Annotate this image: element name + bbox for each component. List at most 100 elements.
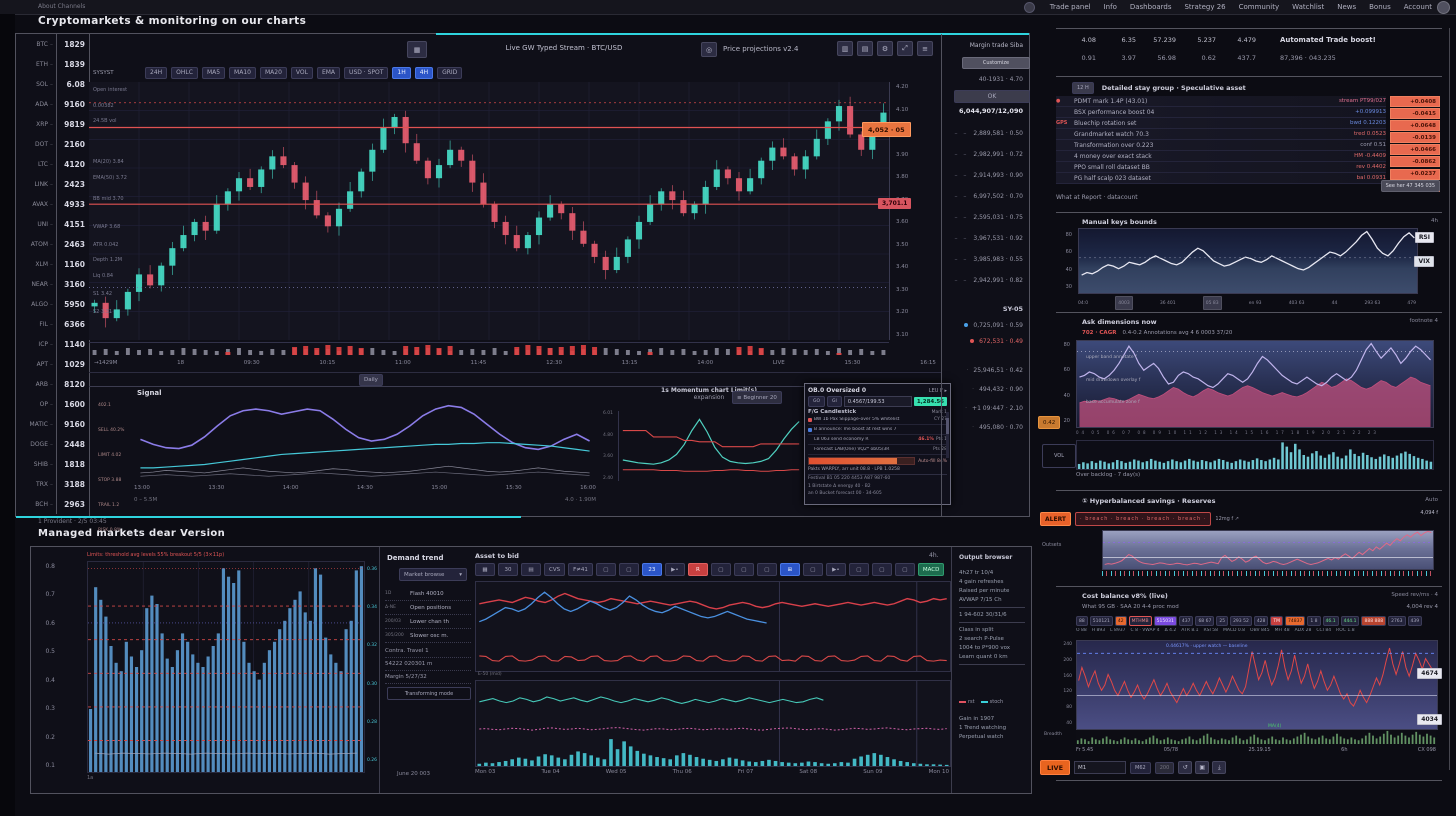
time-axis-label[interactable]: →1429M <box>94 360 118 366</box>
vol-toolbar-chip[interactable]: 888 888 <box>1361 616 1387 626</box>
rsi-x-label[interactable]: 44 <box>1331 300 1338 306</box>
popup-row[interactable]: BW 1b Pax Slippage-over 5% whitelist CY … <box>808 415 947 425</box>
time-axis-label[interactable]: 12:30 <box>546 360 562 366</box>
topbar-menu-item[interactable]: Watchlist <box>1292 3 1325 11</box>
table-badge[interactable]: -0.0415 <box>1390 108 1440 120</box>
watchlist-row[interactable]: MATIC 9160 <box>16 414 89 434</box>
time-axis-label[interactable]: 15:30 <box>844 360 861 366</box>
bc-toolbar-button[interactable]: R <box>687 563 708 576</box>
area-alert-chip[interactable]: 0.42 <box>1038 416 1061 429</box>
table-badge[interactable]: -0.0139 <box>1390 132 1440 144</box>
bc-sidebar-row[interactable]: 1D Flash 40010 <box>385 587 471 601</box>
bc-toolbar-button[interactable]: ▢ <box>802 563 823 576</box>
table-chip[interactable]: 12 H <box>1072 82 1094 94</box>
interval-chip-1[interactable]: M62 <box>1130 761 1151 774</box>
bc-sidebar-row2[interactable]: Contra. Travel 1 <box>385 645 471 658</box>
popup-row[interactable]: B announce: me boost at rest wins 7 <box>808 425 947 435</box>
popup-progress-row[interactable]: Auto-fill 84% <box>808 457 947 465</box>
table-badge[interactable]: -0.0862 <box>1390 156 1440 168</box>
tag-chip[interactable]: GRID <box>437 66 463 79</box>
mini-tooltip-chip[interactable]: ≡ Beginner 20 <box>732 391 782 404</box>
tag-chip[interactable]: 4H <box>414 66 434 79</box>
vol-toolbar-chip[interactable]: 25 <box>1216 616 1229 626</box>
signal-left-chip[interactable]: RISK 0.8% <box>98 528 122 533</box>
vol-toolbar-chip[interactable]: 74837 <box>1285 616 1306 626</box>
topbar-menu-item[interactable]: Bonus <box>1369 3 1391 11</box>
rail-preset-chip[interactable]: Customize <box>962 57 1030 69</box>
watchlist-row[interactable]: ARB 8120 <box>16 374 89 394</box>
vol-toolbar-chip[interactable]: 2763 <box>1388 616 1406 626</box>
tag-chip[interactable]: MA20 <box>259 66 287 79</box>
vol-toolbar-chip[interactable]: 510121 <box>1089 616 1113 626</box>
watchlist-row[interactable]: FIL 6366 <box>16 314 89 334</box>
watchlist-row[interactable]: ALGO 5950 <box>16 294 89 314</box>
avatar[interactable] <box>1437 1 1450 14</box>
popup-row[interactable]: Forecast LAB(One) VQ2* ob05/3R Pts 28 <box>808 445 947 455</box>
watchlist-row[interactable]: DOT 2160 <box>16 134 89 154</box>
toolbar-icon[interactable]: ▤ <box>857 41 873 56</box>
topbar-menu-item[interactable]: Account <box>1403 3 1432 11</box>
watchlist-row[interactable]: UNI 4151 <box>16 214 89 234</box>
table-see-chip[interactable]: See her 47 345 035 <box>1380 180 1440 192</box>
watchlist-row[interactable]: LINK 2423 <box>16 174 89 194</box>
layout-icon[interactable]: ▦ <box>407 41 427 58</box>
time-axis-label[interactable]: 09:30 <box>243 360 260 366</box>
live-button[interactable]: LIVE <box>1040 760 1071 775</box>
toolbar-icon[interactable]: ≡ <box>917 41 933 56</box>
time-axis-label[interactable]: 11:00 <box>394 360 411 366</box>
vol-toolbar-chip[interactable]: MTHMB <box>1128 616 1152 626</box>
bc-sidebar-row[interactable]: 305/200 Slower osc m. <box>385 629 471 643</box>
watchlist-row[interactable]: NEAR 3160 <box>16 274 89 294</box>
bc-sidebar-select[interactable]: Market browse ▾ <box>399 568 467 581</box>
watchlist-row[interactable]: TRX 3188 <box>16 474 89 494</box>
bc-sidebar-row2[interactable]: 54222 020301 m <box>385 658 471 671</box>
popup-chip-gi[interactable]: GI <box>827 396 842 407</box>
signal-left-chip[interactable]: TRAIL 1.2 <box>98 503 120 508</box>
watchlist-row[interactable]: BTC 1829 <box>16 34 89 54</box>
search-icon[interactable]: ◎ <box>701 42 717 57</box>
tag-chip[interactable]: EMA <box>316 66 341 79</box>
table-row[interactable]: ● PDMT mark 1.4P (43.01) stream PT99/027 <box>1056 96 1386 107</box>
control-icon[interactable]: ▣ <box>1195 761 1210 774</box>
vol-toolbar-chip[interactable]: 437 <box>1178 616 1194 626</box>
control-icon[interactable]: ↺ <box>1178 761 1193 774</box>
control-icon[interactable]: ⤓ <box>1212 761 1227 774</box>
rsi-badge[interactable]: RSI <box>1414 232 1434 243</box>
watchlist-row[interactable]: ICP 1140 <box>16 334 89 354</box>
popup-title-right[interactable]: LEU F ▸ <box>928 387 947 394</box>
watchlist-row[interactable]: ETH 1839 <box>16 54 89 74</box>
topbar-menu-item[interactable]: Info <box>1103 3 1117 11</box>
rsi-x-label[interactable]: 04:0 <box>1078 300 1089 306</box>
bc-toolbar-button[interactable]: MACD <box>917 563 945 576</box>
signal-left-chip[interactable]: SELL 40.2% <box>98 428 125 433</box>
time-axis-label[interactable]: 18 <box>177 360 185 366</box>
tag-chip[interactable]: USD · SPOT <box>344 66 389 79</box>
watchlist-row[interactable]: AVAX 4933 <box>16 194 89 214</box>
watchlist-row[interactable]: ADA 9160 <box>16 94 89 114</box>
tag-chip[interactable]: OHLC <box>171 66 198 79</box>
table-badge[interactable]: +0.0408 <box>1390 96 1440 107</box>
watchlist-row[interactable]: XRP 9819 <box>16 114 89 134</box>
vol-toolbar-chip[interactable]: 68 67 <box>1195 616 1215 626</box>
bc-toolbar-button[interactable]: CVS <box>544 563 566 576</box>
vix-badge[interactable]: VIX <box>1414 256 1434 267</box>
table-row[interactable]: Transformation over 0.223 conf 0.51 <box>1056 140 1386 151</box>
bc-toolbar-button[interactable]: ▢ <box>756 563 777 576</box>
bc-sidebar-boxed[interactable]: Transforming mode <box>387 687 471 700</box>
watchlist-row[interactable]: OP 1600 <box>16 394 89 414</box>
bc-toolbar-button[interactable]: 23 <box>641 563 662 576</box>
toolbar-icon[interactable]: ▥ <box>837 41 853 56</box>
table-row[interactable]: PPO small roll dataset BB rev 0.4402 <box>1056 162 1386 173</box>
rsi-x-label[interactable]: 05 83 <box>1202 296 1222 310</box>
bc-toolbar-button[interactable]: ▶• <box>664 563 685 576</box>
table-row[interactable]: GPS Bluechip rotation set bwd 0.12203 <box>1056 118 1386 129</box>
bc-toolbar-button[interactable]: ▢ <box>710 563 731 576</box>
tag-chip[interactable]: MA10 <box>229 66 256 79</box>
topbar-menu-item[interactable]: Trade panel <box>1049 3 1091 11</box>
time-axis-label[interactable]: 13:15 <box>621 360 638 366</box>
table-badge[interactable]: +0.0648 <box>1390 120 1440 132</box>
topbar-menu-item[interactable]: Strategy 26 <box>1184 3 1226 11</box>
bc-toolbar-button[interactable]: 30 <box>498 563 518 576</box>
interval-chip-2[interactable]: 200 <box>1154 761 1175 774</box>
tag-chip[interactable]: MA5 <box>201 66 226 79</box>
